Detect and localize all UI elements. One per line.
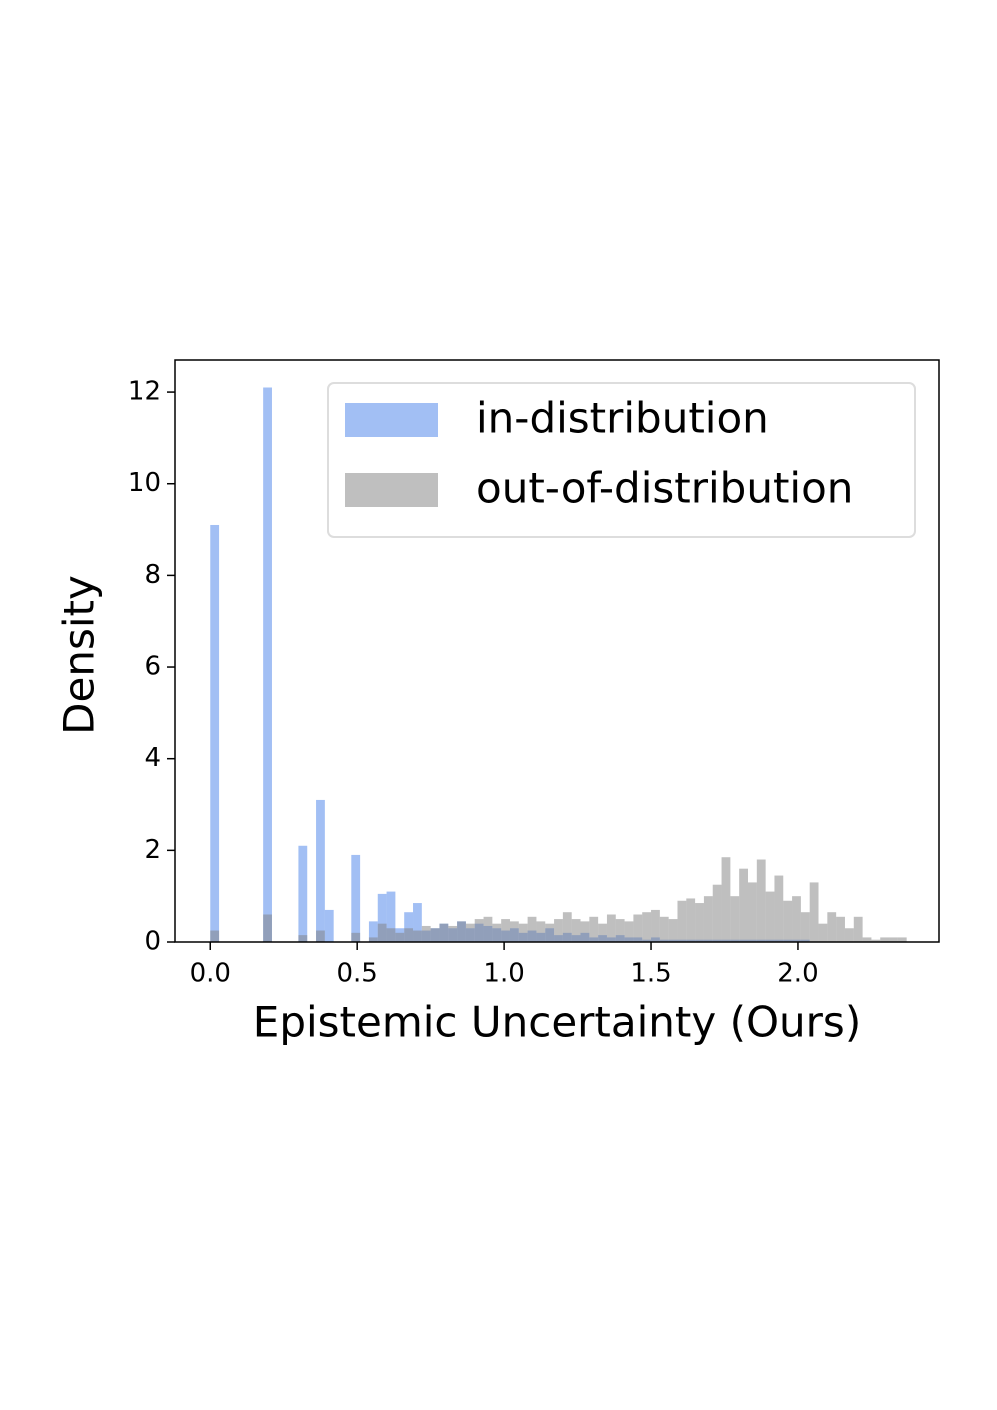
histogram-bar	[263, 387, 272, 942]
plot-frame	[174, 359, 940, 943]
histogram-bar	[844, 928, 854, 942]
histogram-bar	[615, 919, 625, 942]
histogram-bar	[368, 937, 378, 942]
histogram-bar	[739, 868, 748, 942]
histogram-bar	[527, 916, 537, 942]
histogram-bar	[862, 937, 872, 942]
histogram-bar	[580, 921, 590, 942]
histogram-bar	[730, 896, 740, 942]
histogram-bar	[809, 882, 819, 942]
histogram-bar	[430, 928, 440, 942]
histogram-bar	[686, 898, 696, 942]
histogram-bar	[836, 916, 845, 942]
histogram-bar	[395, 932, 405, 942]
histogram-bar	[368, 921, 378, 942]
y-tick-label: 10	[128, 468, 161, 498]
histogram-bar	[413, 903, 422, 942]
histogram-bar	[756, 859, 766, 942]
x-tick-label: 1.0	[483, 959, 524, 989]
histogram-bar	[827, 912, 837, 942]
x-tick-label: 1.5	[630, 959, 671, 989]
y-tick-label: 12	[128, 377, 161, 407]
histogram-bar	[695, 903, 704, 942]
histogram-bar	[721, 857, 731, 942]
histogram-bar	[536, 921, 546, 942]
histogram-bar	[792, 896, 801, 942]
histogram-bar	[712, 884, 722, 942]
histogram-bar	[659, 916, 669, 942]
histogram-bar	[492, 923, 502, 942]
legend-label: out-of-distribution	[476, 464, 853, 513]
x-tick-label: 0.5	[337, 959, 378, 989]
x-tick-label: 0.0	[190, 959, 231, 989]
histogram-bar	[554, 919, 563, 942]
histogram-bar	[571, 919, 581, 942]
histogram-bar	[598, 923, 607, 942]
histogram-bar	[298, 935, 308, 942]
histogram-bar	[298, 845, 308, 942]
histogram-bar	[377, 893, 387, 942]
histogram-bar	[316, 799, 325, 942]
histogram-bar	[474, 919, 484, 942]
histogram-bar	[677, 900, 687, 942]
histogram-bar	[765, 891, 775, 942]
histogram-bar	[545, 923, 555, 942]
y-tick-label: 8	[144, 560, 161, 590]
histogram-bar	[404, 928, 414, 942]
histogram-bar	[457, 921, 466, 942]
histogram-bar	[448, 925, 458, 942]
histogram-bar	[818, 923, 828, 942]
histogram-bar	[562, 912, 572, 942]
histogram-bar	[263, 914, 272, 942]
y-tick-label: 6	[144, 652, 161, 682]
y-tick-label: 2	[144, 835, 161, 865]
histogram-bar	[880, 937, 890, 942]
histogram-bar	[889, 937, 898, 942]
histogram-bar	[589, 916, 599, 942]
histogram-bar	[351, 854, 361, 942]
x-axis-label: Epistemic Uncertainty (Ours)	[253, 998, 861, 1047]
y-axis-label: Density	[55, 575, 104, 735]
histogram-bar	[404, 912, 414, 942]
y-tick-label: 0	[144, 927, 161, 957]
histogram-bar	[413, 930, 422, 942]
histogram-bar	[606, 914, 616, 942]
histogram-bar	[651, 909, 660, 942]
histogram-bar	[351, 932, 361, 942]
histogram-bar	[501, 919, 510, 942]
legend-swatch	[345, 473, 438, 507]
histogram-bar	[386, 891, 396, 942]
histogram-bar	[703, 896, 713, 942]
histogram-bar	[316, 930, 325, 942]
histogram-bar	[377, 923, 387, 942]
histogram-bar	[483, 916, 493, 942]
y-tick-label: 4	[144, 743, 161, 773]
histogram-bar	[774, 875, 784, 942]
histogram-bar	[210, 930, 220, 942]
histogram-bar	[748, 882, 757, 942]
histogram-bar	[783, 900, 793, 942]
histogram-bar	[871, 939, 881, 942]
histogram-bar	[633, 914, 643, 942]
histogram-bar	[624, 921, 634, 942]
histogram-bar	[518, 923, 528, 942]
histogram-bar	[210, 524, 220, 942]
histogram-bar	[386, 928, 396, 942]
histogram-bar	[324, 909, 334, 942]
histogram-bar	[800, 912, 810, 942]
histogram-bar	[897, 937, 907, 942]
x-tick-label: 2.0	[777, 959, 818, 989]
histogram-bar	[465, 923, 475, 942]
histogram-bar	[421, 925, 431, 942]
legend-swatch	[345, 403, 438, 437]
histogram-bar	[668, 919, 678, 942]
legend-label: in-distribution	[476, 394, 769, 443]
histogram-bar	[439, 923, 449, 942]
histogram-bar	[509, 921, 519, 942]
histogram-bar	[853, 916, 863, 942]
histogram-bar	[642, 912, 652, 942]
legend-box	[327, 382, 916, 538]
